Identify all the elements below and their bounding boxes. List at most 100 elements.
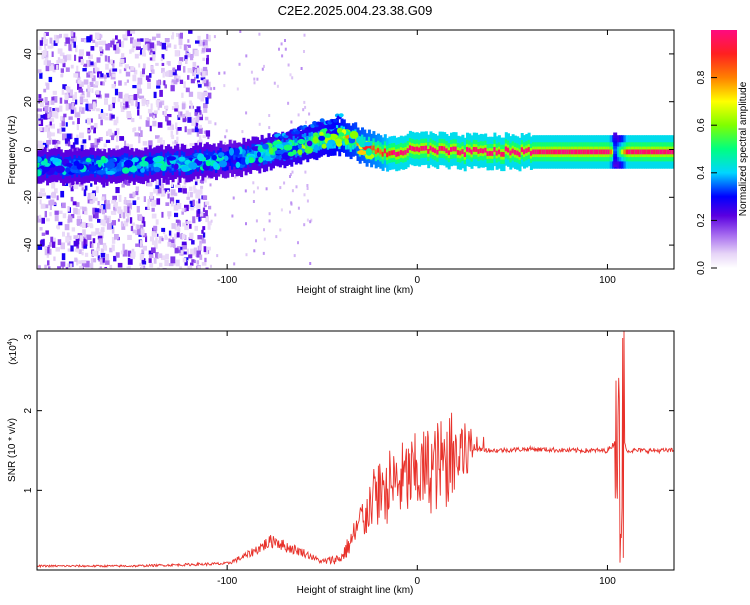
noise-cell [206, 58, 209, 65]
snr-scale-prefix: (x10 [8, 345, 19, 365]
noise-cell [90, 118, 93, 123]
spike-cell [613, 135, 618, 139]
noise-cell [146, 101, 149, 107]
ridge-core [548, 149, 552, 155]
noise-cell [79, 223, 83, 227]
noise-cell [41, 192, 46, 197]
noise-cell [44, 246, 49, 250]
noise-cell [95, 228, 100, 235]
noise-cell [116, 116, 119, 124]
ridge-core [477, 149, 481, 154]
noise-cell [178, 60, 182, 67]
snr-y-ticks: 1 2 3 [23, 330, 674, 493]
noise-cell [171, 223, 176, 229]
noise-cell [289, 210, 291, 214]
noise-cell [162, 140, 165, 145]
noise-cell [57, 140, 61, 145]
spike-cell [613, 161, 618, 165]
noise-cell [180, 111, 183, 116]
noise-cell [205, 201, 210, 205]
noise-cell [57, 266, 62, 269]
ridge-core [91, 162, 95, 167]
ridge-blob [306, 140, 313, 147]
noise-cell [168, 263, 174, 267]
noise-cell [44, 210, 47, 218]
ridge-core [356, 141, 360, 147]
noise-cell [82, 206, 87, 212]
noise-cell [173, 192, 178, 197]
noise-cell [44, 97, 48, 103]
noise-cell [152, 227, 157, 234]
ridge-core [418, 147, 422, 153]
noise-cell [161, 211, 164, 218]
noise-cell [93, 127, 96, 134]
ridge-blob [297, 138, 306, 145]
noise-cell [231, 214, 234, 218]
ridge-core [420, 146, 424, 151]
noise-cell [62, 55, 67, 62]
noise-cell [79, 107, 82, 113]
noise-cell [196, 260, 200, 265]
noise-cell [87, 129, 92, 133]
noise-cell [44, 48, 47, 56]
noise-cell [86, 51, 91, 56]
noise-cell [223, 71, 226, 75]
ridge-core [525, 148, 529, 154]
noise-cell [239, 30, 242, 33]
noise-cell [132, 229, 137, 234]
ridge-core [388, 151, 392, 156]
noise-cell [123, 94, 129, 102]
noise-cell [167, 189, 170, 194]
noise-cell [194, 50, 199, 57]
noise-cell [100, 49, 104, 55]
y-tick-label: -20 [23, 190, 34, 205]
noise-cell [179, 45, 182, 49]
snr-x-label: Height of straight line (km) [297, 585, 414, 596]
noise-cell [198, 138, 203, 144]
ridge-core [598, 149, 602, 155]
noise-cell [193, 188, 197, 194]
noise-cell [142, 233, 147, 238]
ridge-core [671, 149, 674, 155]
noise-cell [49, 64, 54, 71]
noise-cell [182, 188, 187, 194]
ridge-core [452, 146, 456, 152]
noise-cell [194, 216, 200, 220]
noise-cell [56, 35, 61, 39]
noise-cell [99, 53, 103, 57]
noise-cell [189, 191, 193, 198]
ridge-core [618, 149, 622, 155]
noise-cell [62, 231, 65, 237]
noise-cell [209, 183, 212, 187]
noise-cell [111, 60, 115, 66]
noise-cell [202, 176, 207, 183]
noise-cell [47, 266, 51, 269]
noise-cell [120, 107, 125, 112]
noise-cell [205, 130, 211, 137]
noise-cell [200, 92, 205, 99]
ridge-core [381, 151, 385, 157]
noise-cell [172, 69, 177, 76]
noise-cell [73, 41, 76, 48]
noise-cell [90, 143, 94, 148]
noise-cell [110, 210, 114, 215]
noise-cell [147, 199, 151, 204]
noise-cell [160, 57, 163, 62]
noise-cell [187, 117, 192, 123]
noise-cell [164, 234, 168, 240]
noise-cell [123, 67, 127, 72]
noise-cell [129, 217, 133, 224]
noise-cell [73, 235, 78, 239]
noise-cell [283, 181, 286, 185]
noise-cell [199, 254, 203, 260]
ridge-core [408, 145, 412, 151]
noise-cell [76, 134, 79, 139]
noise-cell [69, 263, 73, 268]
noise-cell [112, 102, 115, 109]
noise-cell [140, 48, 144, 55]
noise-cell [262, 251, 265, 255]
ridge-core [543, 149, 547, 155]
noise-cell [46, 83, 50, 90]
noise-cell [144, 38, 149, 45]
noise-cell [113, 119, 118, 126]
